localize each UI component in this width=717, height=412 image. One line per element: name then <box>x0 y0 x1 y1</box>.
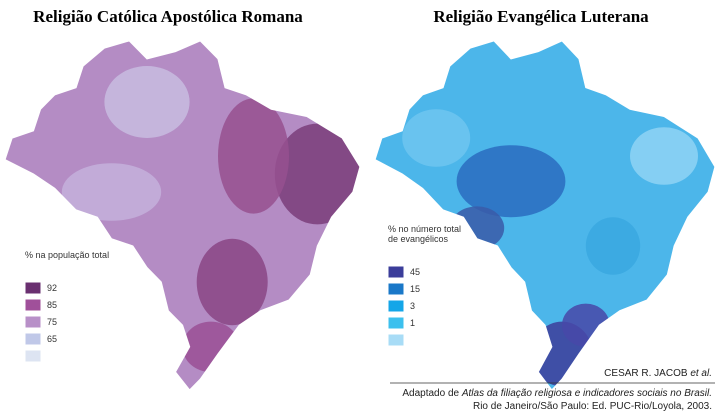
region <box>61 163 162 221</box>
legend-label: 45 <box>410 267 420 277</box>
border <box>4 40 361 391</box>
region <box>274 123 360 225</box>
map-title: Religião Católica Apostólica Romana <box>33 7 303 26</box>
legend-swatch <box>387 282 405 296</box>
legend-swatch <box>24 349 42 363</box>
region <box>218 98 289 214</box>
region <box>585 217 641 275</box>
legend-title: de evangélicos <box>388 234 449 244</box>
source-line: Adaptado de Atlas da filiação religiosa … <box>402 388 712 399</box>
region <box>562 303 610 347</box>
region <box>104 66 190 138</box>
region <box>196 238 268 326</box>
legend-swatch <box>387 316 405 330</box>
legend-title: % no número total <box>388 224 461 234</box>
border <box>374 40 716 391</box>
legend-label: 65 <box>47 334 57 344</box>
legend-label: 75 <box>47 317 57 327</box>
legend-swatch <box>24 298 42 312</box>
maps <box>4 40 716 391</box>
legend-swatch <box>24 332 42 346</box>
region <box>456 145 566 218</box>
region <box>630 127 698 185</box>
region <box>402 109 471 167</box>
legend-label: 92 <box>47 283 57 293</box>
legend-swatch <box>387 333 405 347</box>
author: CESAR R. JACOB et al. <box>604 368 712 379</box>
legend-swatch <box>387 265 405 279</box>
legend-label: 85 <box>47 300 57 310</box>
source-line: Rio de Janeiro/São Paulo: Ed. PUC-Rio/Lo… <box>473 401 712 412</box>
legend-label: 15 <box>410 284 420 294</box>
legend-swatch <box>387 299 405 313</box>
legend-title: % na população total <box>25 250 109 260</box>
legend-swatch <box>24 315 42 329</box>
map-title: Religião Evangélica Luterana <box>433 7 649 26</box>
legend-label: 3 <box>410 301 415 311</box>
regions <box>61 66 360 372</box>
legend-label: 1 <box>410 318 415 328</box>
legend-swatch <box>24 281 42 295</box>
